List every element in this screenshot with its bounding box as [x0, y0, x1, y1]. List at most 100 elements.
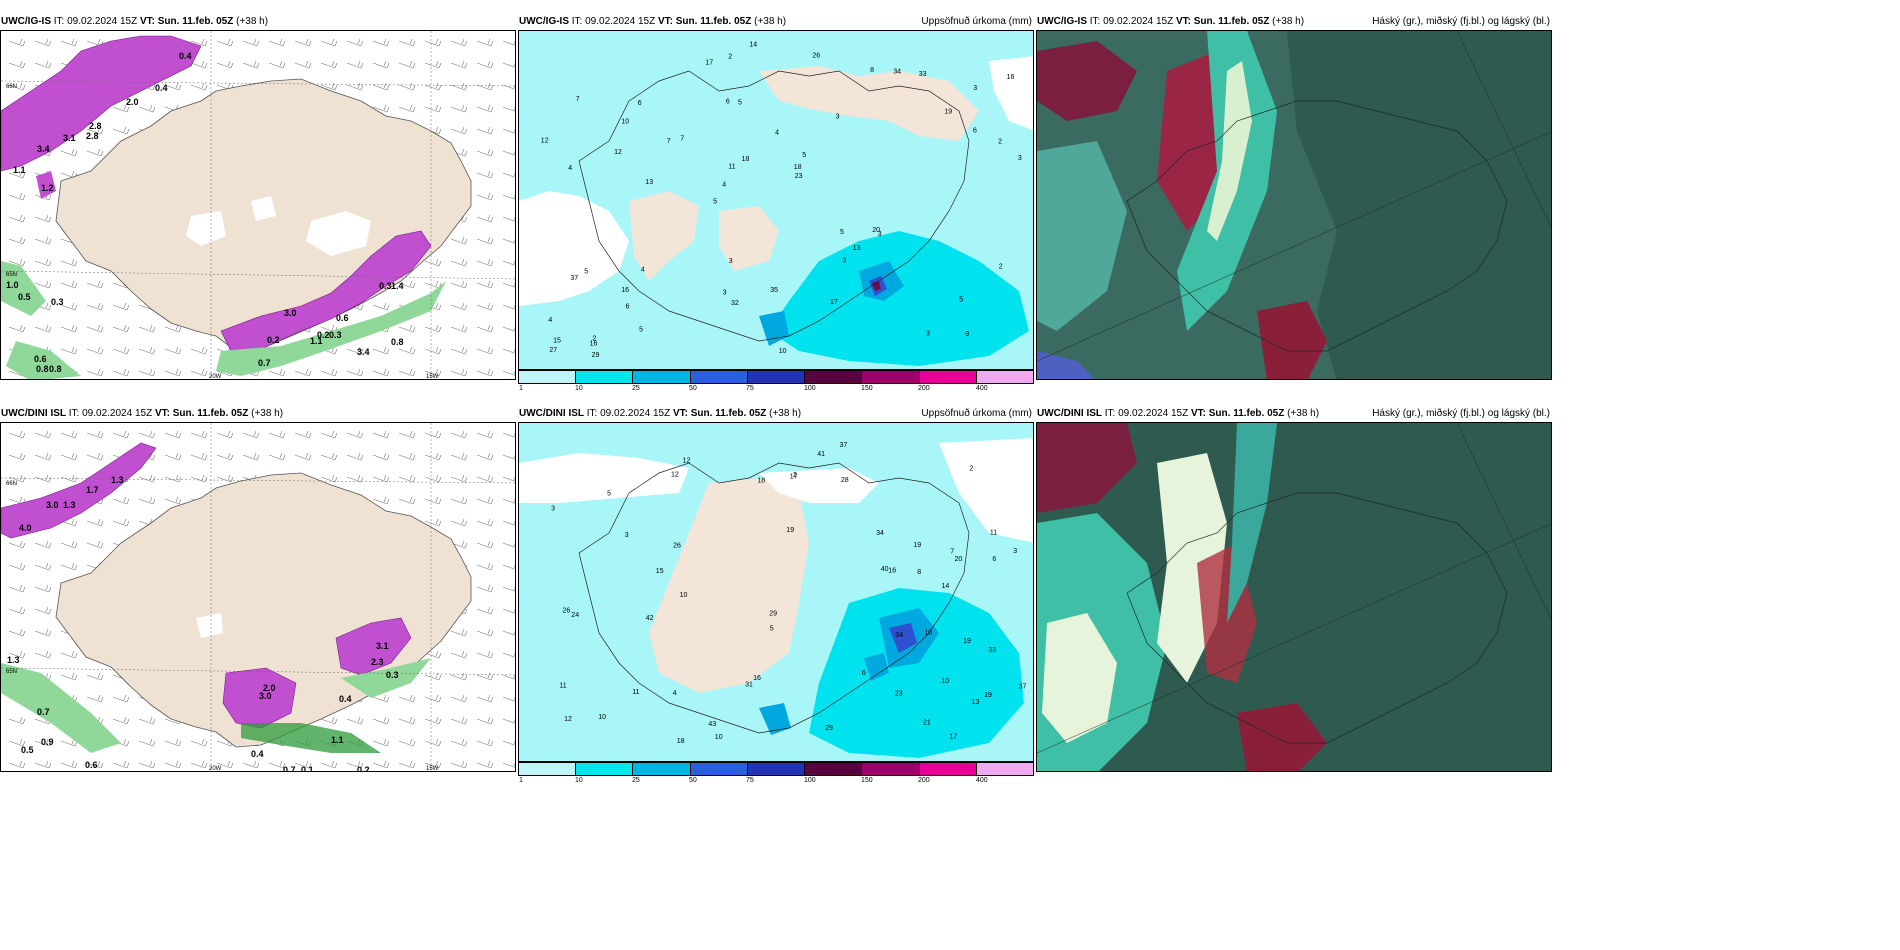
precip-label: 0.2	[267, 335, 280, 345]
wind-barb	[398, 430, 416, 439]
wind-barb	[268, 60, 286, 69]
wind-barb	[502, 370, 515, 376]
tick: 200	[918, 777, 930, 784]
wind-barb	[502, 542, 515, 548]
wind-barb	[8, 650, 26, 659]
wind-barb	[476, 214, 494, 223]
wind-barb	[216, 760, 234, 769]
wind-barb	[424, 368, 442, 377]
precip-labels: 4.03.0 1.31.71.30.70.50.90.63.02.03.12.30…	[7, 475, 399, 772]
wind-barb	[164, 474, 182, 483]
wind-barb	[138, 716, 156, 725]
station-value: 33	[988, 647, 996, 654]
station-value: 16	[753, 675, 761, 682]
wind-barb	[190, 38, 208, 47]
station-value: 17	[705, 60, 713, 67]
precip-label: 0.2	[357, 765, 370, 772]
wind-barb	[372, 496, 390, 505]
wind-precip-map[interactable]: 66N 65N 20W 15W 4.0 3.0 1.3 1.7 1.3 0.7 0.5 0.9…	[0, 422, 516, 772]
wind-barb	[60, 148, 78, 157]
station-value: 12	[564, 716, 572, 723]
wind-barb	[60, 302, 78, 311]
snow-southeast	[222, 667, 297, 729]
wind-barb	[502, 348, 515, 354]
wind-barb	[34, 650, 52, 659]
heavy-precip-se	[809, 588, 1024, 758]
station-value: 13	[645, 179, 653, 186]
wind-barb	[190, 430, 208, 439]
issue-time: IT: 09.02.2024 15Z	[1104, 408, 1189, 419]
wind-barb	[8, 540, 26, 549]
station-value: 18	[742, 156, 750, 163]
colorbar	[518, 762, 1034, 776]
wind-barb	[502, 282, 515, 288]
station-value: 23	[795, 173, 803, 180]
wind-barb	[398, 104, 416, 113]
wind-barb	[86, 694, 104, 703]
station-value: 2	[999, 264, 1003, 271]
wind-barb	[8, 452, 26, 461]
wind-barb	[424, 716, 442, 725]
station-value: 29	[825, 725, 833, 732]
wind-barb	[502, 150, 515, 156]
wind-barb	[346, 38, 364, 47]
precip-label: 0.6	[85, 760, 98, 770]
precip-label: 3.0	[46, 500, 59, 510]
low-cloud-south	[1237, 703, 1327, 771]
wind-barb	[398, 716, 416, 725]
station-value: 3	[625, 532, 629, 539]
wind-barb	[450, 628, 468, 637]
accum-precip-map[interactable]: 9 4 3 5 3 2 6 4 5 7 4 6 5 5 3 7 2 3 5 6 4 3 11 6 8 4 3 5 20 10 7 12 3 5 2 1…	[518, 30, 1034, 370]
wind-barb	[502, 238, 515, 244]
wind-barb	[164, 430, 182, 439]
precip-label: 0.4	[179, 51, 192, 61]
wind-precip-map[interactable]: 66N 65N 20W 15W 0.4 0.4 2.0 2.8 2.8 3.1 3.4 1.1…	[0, 30, 516, 380]
wind-barb	[320, 60, 338, 69]
precip-label: 1.4	[391, 281, 404, 291]
accum-precip-map[interactable]: 10 11 19 19 12 12 7 4 2 3 6 3 14 10 11 5 13 12 16 20 26 24 29 4…	[518, 422, 1034, 762]
wind-barb	[372, 38, 390, 47]
station-value: 11	[728, 164, 735, 171]
station-value: 14	[749, 42, 757, 49]
issue-time: IT: 09.02.2024 15Z	[571, 16, 656, 27]
tick: 150	[861, 385, 873, 392]
wind-barb	[398, 38, 416, 47]
precip-label: 0.3	[51, 297, 64, 307]
wind-barb	[86, 324, 104, 333]
wind-barb	[112, 430, 130, 439]
wind-barb	[424, 738, 442, 747]
colorbar-ticks: 1 10 25 50 75 100 150 200 400	[518, 776, 1034, 786]
wind-barb	[8, 192, 26, 201]
station-value: 34	[876, 530, 884, 537]
wind-barb	[424, 38, 442, 47]
wind-barb	[476, 258, 494, 267]
glacier-vatnajokull	[306, 211, 371, 256]
wind-barb	[34, 214, 52, 223]
wind-barb	[164, 82, 182, 91]
station-value: 10	[680, 592, 688, 599]
wind-barb	[372, 452, 390, 461]
iceland-coastline	[578, 70, 970, 342]
cloud-cover-map[interactable]	[1036, 422, 1552, 772]
wind-barb	[346, 716, 364, 725]
wind-barb	[424, 346, 442, 355]
precip-station-values: 9435326457465537235643116843520107123521…	[541, 42, 1022, 359]
wind-barb	[476, 518, 494, 527]
wind-barb	[8, 258, 26, 267]
wind-barb	[112, 368, 130, 377]
wind-barb	[450, 672, 468, 681]
wind-barb	[60, 672, 78, 681]
station-value: 3	[729, 258, 733, 265]
wind-barb	[86, 760, 104, 769]
cloud-cover-map[interactable]	[1036, 30, 1552, 380]
lat-label-66n: 66N	[6, 481, 17, 487]
wind-barb	[190, 368, 208, 377]
wind-barb	[476, 236, 494, 245]
wind-barb	[372, 368, 390, 377]
wind-barb	[502, 564, 515, 570]
station-value: 37	[1019, 684, 1027, 691]
wind-barb	[86, 540, 104, 549]
station-value: 3	[842, 258, 846, 265]
wind-barb	[8, 430, 26, 439]
station-value: 17	[830, 299, 838, 306]
